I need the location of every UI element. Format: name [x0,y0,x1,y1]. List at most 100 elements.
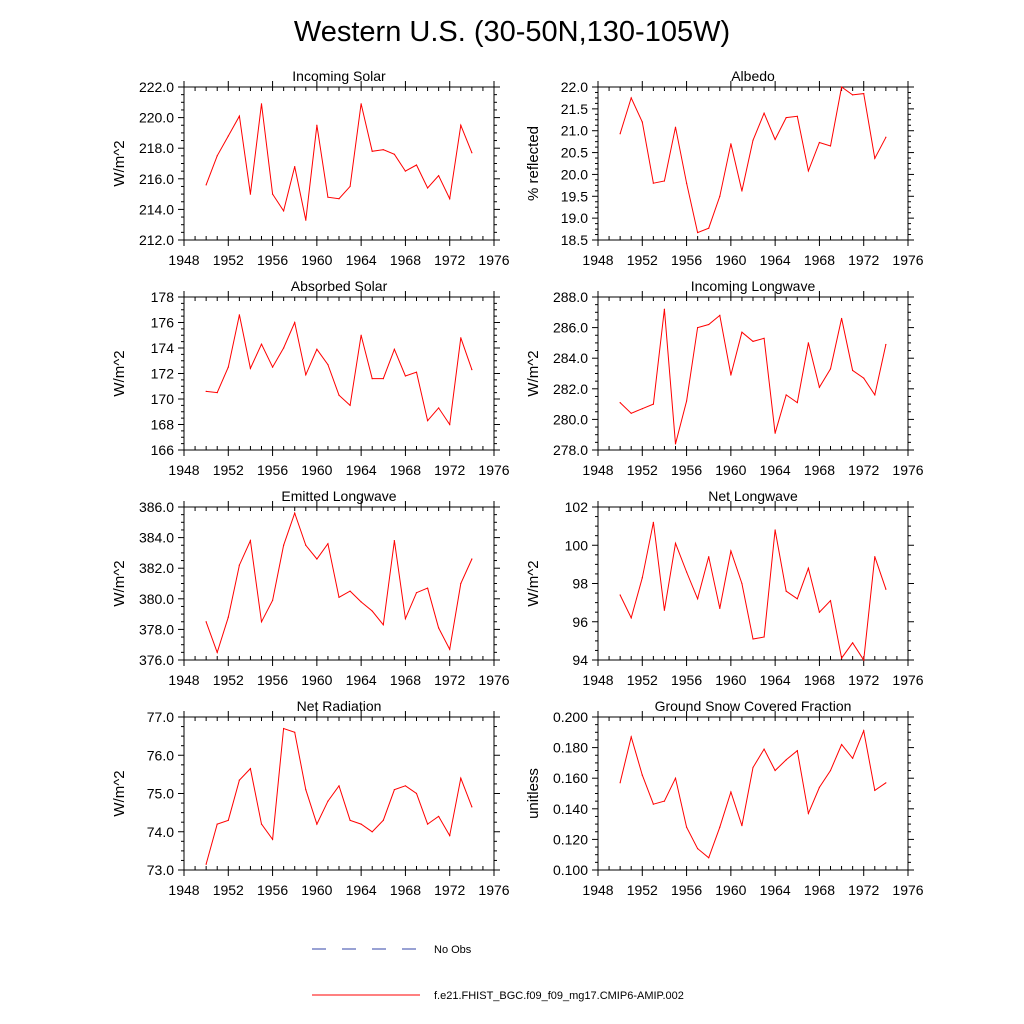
absorbed-solar-x-tick-label: 1976 [478,462,509,478]
emitted-longwave-y-tick-label: 380.0 [139,591,174,607]
albedo-data-point [874,157,876,159]
albedo-frame [597,86,909,241]
ground-snow-covered-fraction-title: Ground Snow Covered Fraction [655,698,852,714]
net-longwave-data-point [619,594,621,596]
incoming-longwave-x-tick-label: 1948 [582,462,613,478]
albedo-data-point [807,170,809,172]
net-radiation-x-tick-label: 1956 [257,882,288,898]
albedo-x-tick-label: 1948 [582,252,613,268]
albedo-title: Albedo [731,68,775,84]
albedo-y-tick-label: 20.5 [561,145,588,161]
emitted-longwave-y-tick-label: 382.0 [139,560,174,576]
incoming-solar-x-tick-label: 1964 [346,252,377,268]
albedo-data-point [685,182,688,184]
incoming-solar-y-tick-label: 220.0 [139,110,174,126]
net-longwave-data-point [763,636,765,638]
panel-net-radiation: Net Radiation W/m^2 1948 1952 1956 1960 1964 19… [111,698,510,898]
albedo-data-point [663,180,666,182]
net-radiation-data-point [471,806,473,808]
net-longwave-data-point [663,609,666,611]
albedo-data-point [852,94,854,96]
ground-snow-covered-fraction-data-point [752,766,754,769]
panel-incoming-longwave: Incoming Longwave W/m^2 1948 1952 1956 1960 19… [525,278,924,478]
incoming-longwave-data-point [840,317,843,320]
net-radiation-data-point [349,819,351,821]
incoming-longwave-data-point [829,368,832,370]
net-radiation-x-tick-label: 1964 [346,882,377,898]
incoming-solar-x-tick-label: 1972 [434,252,465,268]
absorbed-solar-data-point [316,348,318,350]
incoming-solar-data-point [260,103,263,105]
ground-snow-covered-fraction-y-tick-label: 0.100 [553,862,588,878]
emitted-longwave-data-point [327,543,329,545]
incoming-longwave-title: Incoming Longwave [691,278,816,294]
incoming-longwave-data-point [885,343,887,346]
ground-snow-covered-fraction-data-point [885,782,887,784]
incoming-solar-data-point [449,198,451,200]
ground-snow-covered-fraction-data-point [763,748,765,750]
incoming-longwave-x-tick-label: 1964 [760,462,791,478]
albedo-x-tick-label: 1964 [760,252,791,268]
incoming-solar-data-point [404,170,407,172]
incoming-longwave-data-point [752,340,754,342]
absorbed-solar-data-point [338,394,340,396]
albedo-data-point [697,231,699,234]
incoming-solar-data-point [471,152,473,154]
incoming-longwave-data-point [674,443,677,445]
absorbed-solar-x-tick-label: 1952 [213,462,244,478]
net-radiation-data-point [216,823,218,825]
absorbed-solar-y-tick-label: 172 [151,366,175,382]
ground-snow-covered-fraction-ylabel: unitless [525,768,542,819]
absorbed-solar-data-point [227,366,229,368]
ground-snow-covered-fraction-data-point [685,826,688,828]
emitted-longwave-data-point [449,648,451,650]
ground-snow-covered-fraction-x-tick-label: 1960 [715,882,746,898]
incoming-solar-data-point [294,165,296,168]
emitted-longwave-data-point [271,599,274,601]
net-longwave-data-point [785,590,787,592]
albedo-data-point [741,190,743,192]
net-longwave-y-tick-label: 96 [572,614,588,630]
ground-snow-covered-fraction-data-point [785,759,787,761]
ground-snow-covered-fraction-x-tick-label: 1972 [848,882,879,898]
emitted-longwave-series-line [205,511,473,654]
albedo-x-tick-label: 1972 [848,252,879,268]
net-longwave-y-tick-label: 100 [565,537,589,553]
panel-incoming-solar: Incoming Solar W/m^2 1948 1952 1956 1960 1964 1… [111,68,510,268]
albedo-data-point [652,182,654,184]
incoming-longwave-data-point [763,337,765,339]
incoming-longwave-y-tick-label: 284.0 [553,350,588,366]
incoming-solar-data-point [216,155,218,157]
incoming-longwave-data-point [863,377,865,379]
incoming-solar-x-tick-label: 1956 [257,252,288,268]
ground-snow-covered-fraction-y-tick-label: 0.200 [553,709,588,725]
net-longwave-data-point [630,617,632,619]
emitted-longwave-x-tick-label: 1968 [390,672,421,688]
emitted-longwave-data-point [227,616,229,618]
incoming-solar-y-tick-label: 218.0 [139,140,174,156]
emitted-longwave-x-tick-label: 1956 [257,672,288,688]
absorbed-solar-data-point [404,375,407,377]
emitted-longwave-data-point [426,587,429,589]
emitted-longwave-data-point [460,582,462,585]
net-longwave-title: Net Longwave [708,488,798,504]
net-radiation-x-tick-label: 1948 [168,882,199,898]
absorbed-solar-data-point [449,423,451,426]
incoming-solar-y-tick-label: 222.0 [139,79,174,95]
absorbed-solar-y-tick-label: 168 [151,417,175,433]
incoming-solar-x-tick-label: 1952 [213,252,244,268]
ground-snow-covered-fraction-y-tick-label: 0.160 [553,770,588,786]
net-longwave-y-tick-label: 94 [572,652,588,668]
emitted-longwave-x-tick-label: 1976 [478,672,509,688]
ground-snow-covered-fraction-x-tick-label: 1956 [671,882,702,898]
emitted-longwave-data-point [260,621,263,623]
albedo-data-point [818,141,821,144]
albedo-data-point [785,117,787,119]
incoming-solar-data-point [426,187,429,189]
absorbed-solar-title: Absorbed Solar [291,278,388,294]
net-radiation-data-point [404,785,407,787]
albedo-y-tick-label: 21.5 [561,101,588,117]
net-longwave-data-point [741,582,743,585]
incoming-solar-x-tick-label: 1968 [390,252,421,268]
incoming-solar-y-tick-label: 212.0 [139,232,174,248]
